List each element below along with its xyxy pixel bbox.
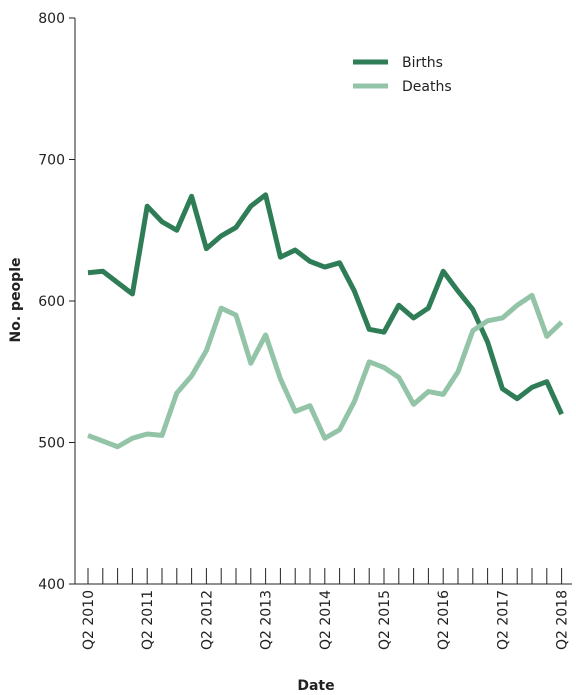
- y-tick-label: 800: [38, 11, 65, 27]
- y-tick-label: 700: [38, 153, 65, 169]
- x-tick-label: Q2 2016: [436, 590, 452, 650]
- legend-label: Deaths: [402, 79, 452, 95]
- series-line: [87, 192, 564, 416]
- y-tick-label: 500: [38, 436, 65, 452]
- y-tick-label: 400: [38, 577, 65, 593]
- x-tick-label: Q2 2012: [199, 590, 215, 650]
- x-tick-label: Q2 2010: [81, 590, 97, 650]
- legend-label: Births: [402, 55, 443, 71]
- x-axis-label: Date: [297, 678, 334, 694]
- x-tick-label: Q2 2011: [140, 590, 156, 650]
- x-tick-label: Q2 2015: [377, 590, 393, 650]
- x-tick-label: Q2 2018: [555, 590, 571, 650]
- series-line: [87, 292, 564, 450]
- y-tick-label: 600: [38, 294, 65, 310]
- x-tick-label: Q2 2014: [318, 590, 334, 650]
- x-tick-label: Q2 2017: [495, 590, 511, 650]
- x-tick-label: Q2 2013: [259, 590, 275, 650]
- y-axis-label: No. people: [8, 258, 24, 343]
